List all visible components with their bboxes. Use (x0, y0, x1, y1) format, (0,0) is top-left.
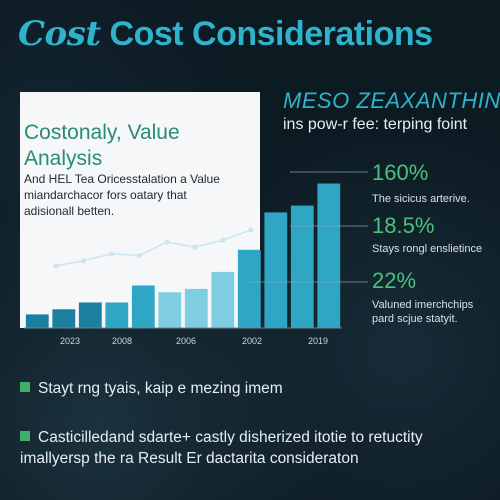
x-tick-label: 2002 (242, 336, 262, 346)
chart-bar (158, 292, 182, 328)
card-title: Costonaly, Value Analysis (24, 121, 180, 170)
x-tick-label: 2019 (308, 336, 328, 346)
x-tick-label: 2006 (176, 336, 196, 346)
chart-bar (25, 314, 49, 328)
check-icon (20, 382, 30, 392)
trend-point (109, 251, 114, 257)
trend-point (81, 258, 87, 264)
stat-caption-2: Stays rongl enslietince (372, 243, 483, 255)
bullet-text-1: Stayt rng tyais, kaip e mezing imem (38, 380, 283, 397)
product-heading: MESO ZEAXANTHIN (283, 88, 500, 113)
chart-bar (105, 302, 129, 328)
stat-caption-1: The sicicus arterive. (372, 193, 470, 205)
page-title: Cost Cost Considerations (18, 14, 433, 54)
trend-point (248, 227, 254, 233)
chart-bar (237, 249, 261, 328)
stat-value-3: 22% (372, 268, 417, 293)
stat-value-1: 160% (372, 160, 429, 185)
chart-bar (290, 205, 314, 328)
stat-value-2: 18.5% (372, 213, 435, 238)
trend-line (55, 229, 251, 267)
check-icon (20, 431, 30, 441)
chart-bar (264, 212, 288, 328)
trend-point (220, 237, 226, 243)
product-subheading: ins pow-r fee: terping foint (283, 116, 468, 133)
trend-point (192, 244, 198, 250)
bullet-item-1: Stayt rng tyais, kaip e mezing imem (20, 378, 490, 399)
chart-bar (52, 309, 76, 328)
title-lead: Cost (18, 14, 101, 54)
x-tick-label: 2008 (112, 336, 132, 346)
trend-point (53, 263, 59, 269)
chart-bar (131, 285, 155, 328)
title-main: Cost Considerations (109, 15, 433, 53)
chart-bar (184, 288, 208, 328)
chart-bar (78, 302, 102, 328)
bullet-text-2: Casticilledand sdarte+ castly disherized… (20, 429, 423, 467)
x-tick-label: 2023 (60, 336, 80, 346)
stat-caption-3: Valuned imerchchips pard scjue statyit. (372, 299, 474, 325)
trend-point (164, 239, 170, 245)
trend-point (136, 253, 142, 259)
chart-bar (317, 183, 341, 328)
bullet-item-2: Casticilledand sdarte+ castly disherized… (20, 427, 490, 469)
chart-bar (211, 271, 235, 328)
card-text: And HEL Tea Oricesstalation a Value mian… (24, 172, 220, 218)
